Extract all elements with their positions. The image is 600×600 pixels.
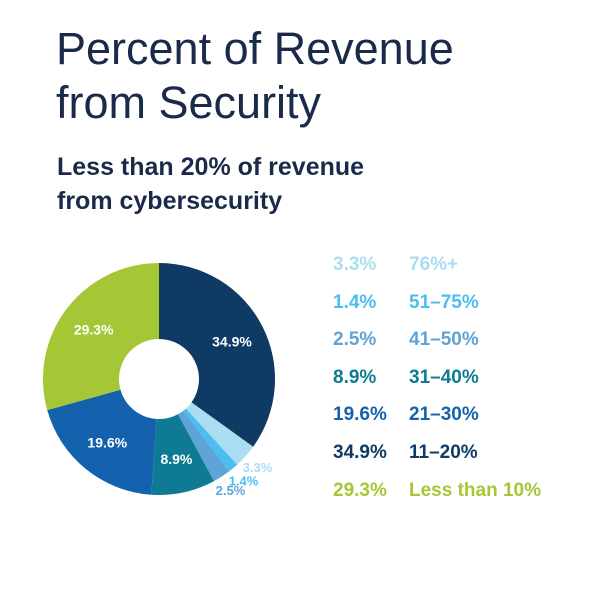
legend-label: 76%+ bbox=[409, 254, 459, 275]
data-label-41-50: 2.5% bbox=[216, 483, 246, 498]
legend-value: 19.6% bbox=[333, 404, 387, 426]
donut-slice-less-than-10 bbox=[43, 263, 160, 411]
legend-item-31-40: 8.9% 31–40% bbox=[333, 367, 593, 405]
legend-item-21-30: 19.6% 21–30% bbox=[333, 404, 593, 442]
chart-title: Percent of Revenue from Security bbox=[56, 22, 576, 130]
chart-legend: 3.3% 76%+ 1.4% 51–75% 2.5% 41–50% 8.9% 31–40% 19… bbox=[333, 254, 593, 517]
donut-chart: 34.9% 3.3%1.4%2.5% 8.9% 19.6% 29.3% bbox=[43, 263, 276, 498]
data-label-11-20: 34.9% bbox=[212, 334, 252, 350]
donut-slice-41-50 bbox=[177, 410, 230, 482]
legend-label: 11–20% bbox=[409, 441, 478, 463]
legend-label: 51–75% bbox=[409, 291, 479, 313]
donut-slice-11-20 bbox=[159, 263, 276, 447]
data-label-less-than-10: 29.3% bbox=[74, 321, 114, 337]
data-label-31-40: 8.9% bbox=[160, 451, 192, 467]
chart-title-line-2: from Security bbox=[56, 77, 322, 128]
data-label-21-30: 19.6% bbox=[87, 435, 127, 451]
data-label-76: 3.3% bbox=[243, 460, 273, 475]
legend-item-51-75: 1.4% 51–75% bbox=[333, 292, 593, 330]
donut-slice-76 bbox=[185, 402, 254, 465]
legend-value: 1.4% bbox=[333, 291, 377, 313]
legend-label: 31–40% bbox=[409, 366, 479, 388]
legend-label: 41–50% bbox=[409, 329, 479, 351]
donut-slice-51-75 bbox=[183, 408, 238, 472]
chart-subtitle-line-2: from cybersecurity bbox=[57, 187, 283, 215]
chart-title-line-1: Percent of Revenue bbox=[56, 23, 454, 74]
legend-item-41-50: 2.5% 41–50% bbox=[333, 329, 593, 367]
legend-value: 29.3% bbox=[333, 479, 387, 501]
legend-item-76: 3.3% 76%+ bbox=[333, 254, 593, 292]
legend-value: 2.5% bbox=[333, 329, 377, 351]
legend-item-less-than-10: 29.3% Less than 10% bbox=[333, 480, 593, 518]
legend-value: 3.3% bbox=[333, 254, 377, 275]
chart-subtitle-line-1: Less than 20% of revenue bbox=[57, 153, 365, 181]
legend-item-11-20: 34.9% 11–20% bbox=[333, 442, 593, 480]
legend-label: Less than 10% bbox=[409, 479, 541, 501]
donut-slice-21-30 bbox=[47, 389, 157, 495]
chart-subtitle: Less than 20% of revenue from cybersecur… bbox=[57, 150, 577, 218]
donut-slice-31-40 bbox=[151, 414, 214, 495]
legend-value: 8.9% bbox=[333, 366, 377, 388]
legend-value: 34.9% bbox=[333, 441, 387, 463]
legend-label: 21–30% bbox=[409, 404, 479, 426]
data-label-51-75: 1.4% bbox=[229, 473, 259, 488]
